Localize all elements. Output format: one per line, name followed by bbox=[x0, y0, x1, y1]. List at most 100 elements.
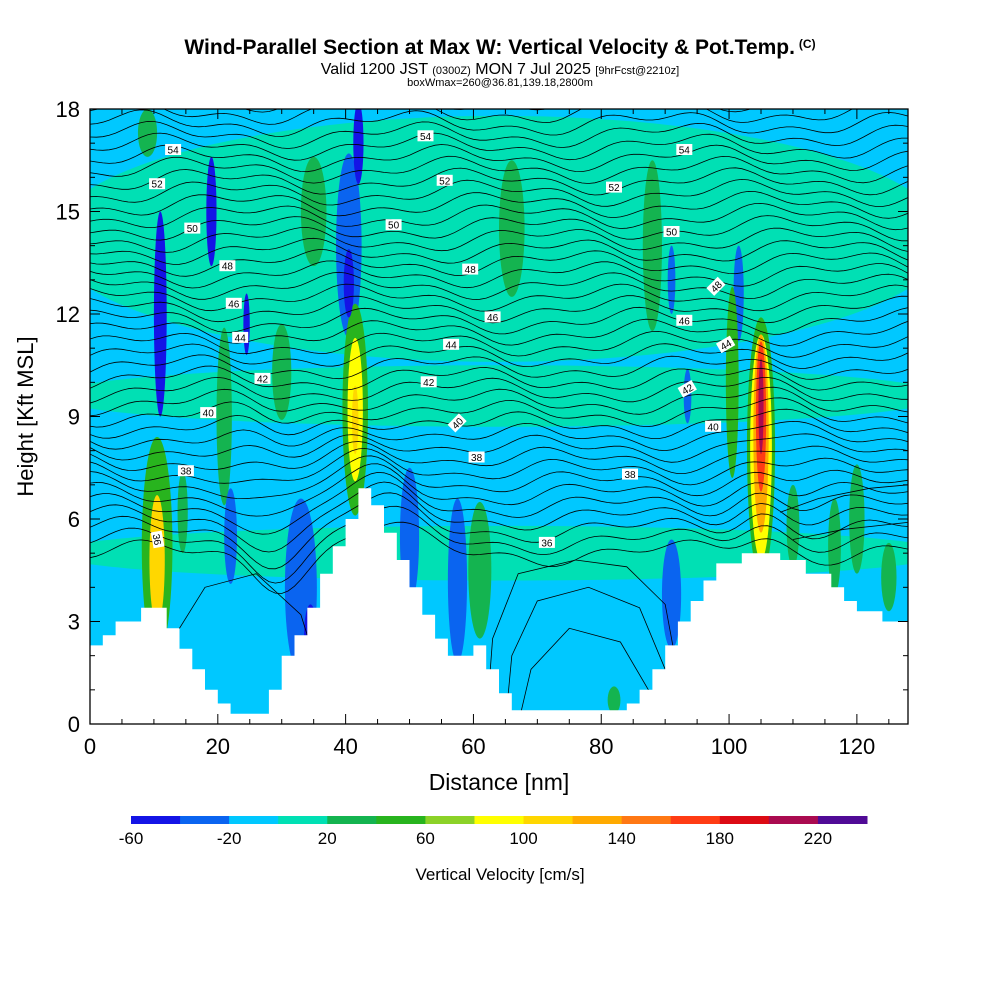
y-tick-label-1: 3 bbox=[68, 610, 80, 635]
theta-contour-42.5 bbox=[90, 386, 908, 417]
contour-label-bg bbox=[219, 260, 236, 272]
contour-label-36-19: 36 bbox=[538, 536, 555, 549]
w-cell-6 bbox=[499, 160, 525, 297]
contour-label-bg bbox=[706, 276, 726, 296]
valid-prefix: Valid 1200 JST bbox=[320, 61, 428, 78]
w-cell-12 bbox=[137, 109, 158, 157]
contour-label-38-1: 38 bbox=[177, 465, 194, 478]
theta-contour-38.5 bbox=[90, 463, 908, 517]
contour-label-text: 42 bbox=[680, 382, 696, 397]
theta-contour-37 bbox=[90, 492, 908, 570]
contour-label-38-20: 38 bbox=[622, 468, 638, 481]
theta-contour-46 bbox=[90, 306, 908, 335]
w-cell-38 bbox=[149, 495, 165, 625]
theta-contour-40.5 bbox=[90, 433, 908, 463]
colorbar-swatch-8 bbox=[523, 816, 574, 824]
contour-label-50-12: 50 bbox=[385, 219, 402, 232]
contour-label-bg bbox=[232, 331, 249, 343]
contour-label-bg bbox=[484, 311, 501, 323]
y-tick-label-6: 18 bbox=[56, 97, 80, 122]
colorbar-tick-label-4: 100 bbox=[509, 829, 537, 848]
contour-label-text: 52 bbox=[439, 176, 451, 187]
contour-label-48-13: 48 bbox=[462, 263, 479, 276]
x-tick-label-2: 40 bbox=[333, 734, 357, 759]
contour-label-text: 46 bbox=[228, 299, 240, 310]
colorbar-swatch-10 bbox=[621, 816, 672, 824]
contour-label-bg bbox=[676, 144, 693, 155]
contour-label-text: 38 bbox=[624, 470, 636, 481]
contour-label-text: 48 bbox=[465, 265, 477, 276]
contour-label-bg bbox=[225, 297, 242, 309]
contour-label-bg bbox=[177, 465, 194, 477]
contour-label-text: 40 bbox=[203, 409, 215, 420]
contour-label-44-26: 44 bbox=[715, 335, 736, 353]
contour-label-bg bbox=[417, 130, 434, 142]
contour-label-44-15: 44 bbox=[443, 338, 460, 351]
theta-contour-40 bbox=[90, 441, 908, 474]
contour-label-46-14: 46 bbox=[484, 311, 501, 324]
contour-label-text: 44 bbox=[446, 340, 458, 351]
x-tick-label-0: 0 bbox=[84, 734, 96, 759]
theta-contour-54.5 bbox=[90, 109, 908, 137]
contour-label-text: 46 bbox=[487, 313, 499, 324]
contour-label-text: 52 bbox=[608, 183, 620, 194]
colorbar-swatch-0 bbox=[131, 816, 181, 824]
contour-label-42-3: 42 bbox=[254, 372, 271, 385]
w-cell-28 bbox=[206, 156, 217, 267]
theta-contour-53 bbox=[90, 144, 908, 173]
contour-label-54-9: 54 bbox=[165, 144, 182, 157]
potential-temperature-contours bbox=[90, 109, 908, 724]
colorbar-swatch-3 bbox=[278, 816, 328, 824]
colorbar-tick-label-5: 140 bbox=[607, 829, 635, 848]
contour-label-bg bbox=[165, 144, 182, 155]
contour-label-text: 36 bbox=[541, 538, 553, 549]
contour-label-52-8: 52 bbox=[149, 178, 166, 191]
contour-label-40-2: 40 bbox=[200, 407, 217, 420]
x-tick-label-4: 80 bbox=[589, 734, 613, 759]
theta-contour-43.5 bbox=[90, 365, 908, 391]
contour-label-52-11: 52 bbox=[436, 174, 453, 187]
contour-label-bg bbox=[200, 407, 217, 419]
colorbar: -60 -20 20 60 100 140 180 220 Vertical Velocity … bbox=[119, 816, 868, 884]
theta-contour-38 bbox=[90, 471, 908, 535]
colorbar-swatch-9 bbox=[572, 816, 623, 824]
w-cell-18 bbox=[642, 160, 662, 332]
w-cell-34 bbox=[343, 249, 354, 318]
contour-label-bg bbox=[447, 413, 467, 433]
contour-label-50-7: 50 bbox=[184, 222, 201, 235]
w-cell-9 bbox=[828, 498, 841, 595]
contour-label-text: 42 bbox=[257, 374, 269, 385]
valid-date: MON 7 Jul 2025 bbox=[475, 61, 591, 78]
contour-label-bg bbox=[677, 380, 697, 398]
contour-label-46-25: 46 bbox=[676, 314, 693, 327]
contour-label-bg bbox=[538, 536, 555, 548]
contour-label-text: 42 bbox=[423, 378, 435, 389]
w-cell-30 bbox=[353, 109, 364, 185]
contour-label-bg bbox=[385, 219, 402, 231]
theta-contour-55 bbox=[90, 109, 854, 125]
contour-label-42-27: 42 bbox=[677, 380, 697, 398]
contour-label-text: 44 bbox=[719, 338, 735, 353]
contour-label-38-18: 38 bbox=[468, 451, 485, 464]
contour-label-text: 54 bbox=[679, 146, 691, 157]
contour-label-40-28: 40 bbox=[705, 420, 722, 433]
colorbar-tick-label-6: 180 bbox=[706, 829, 734, 848]
contour-label-50-23: 50 bbox=[663, 226, 680, 239]
x-tick-label-1: 20 bbox=[206, 734, 230, 759]
y-tick-label-4: 12 bbox=[56, 302, 80, 327]
contour-label-bg bbox=[622, 468, 638, 480]
colorbar-swatch-1 bbox=[180, 816, 230, 824]
colorbar-tick-label-2: 20 bbox=[318, 829, 337, 848]
x-tick-label-3: 60 bbox=[461, 734, 485, 759]
colorbar-swatch-14 bbox=[817, 816, 868, 824]
contour-label-bg bbox=[676, 314, 693, 326]
w-cell-11 bbox=[881, 542, 897, 612]
contour-label-46-5: 46 bbox=[225, 297, 242, 310]
contour-label-text: 36 bbox=[150, 533, 163, 546]
chart-title: Wind-Parallel Section at Max W: Vertical… bbox=[0, 36, 1000, 60]
x-axis-label: Distance [nm] bbox=[429, 769, 570, 795]
contour-label-bg bbox=[184, 222, 201, 234]
w-cell-1 bbox=[90, 365, 908, 427]
x-tick-label-5: 100 bbox=[711, 734, 748, 759]
theta-contour-51 bbox=[90, 190, 908, 219]
